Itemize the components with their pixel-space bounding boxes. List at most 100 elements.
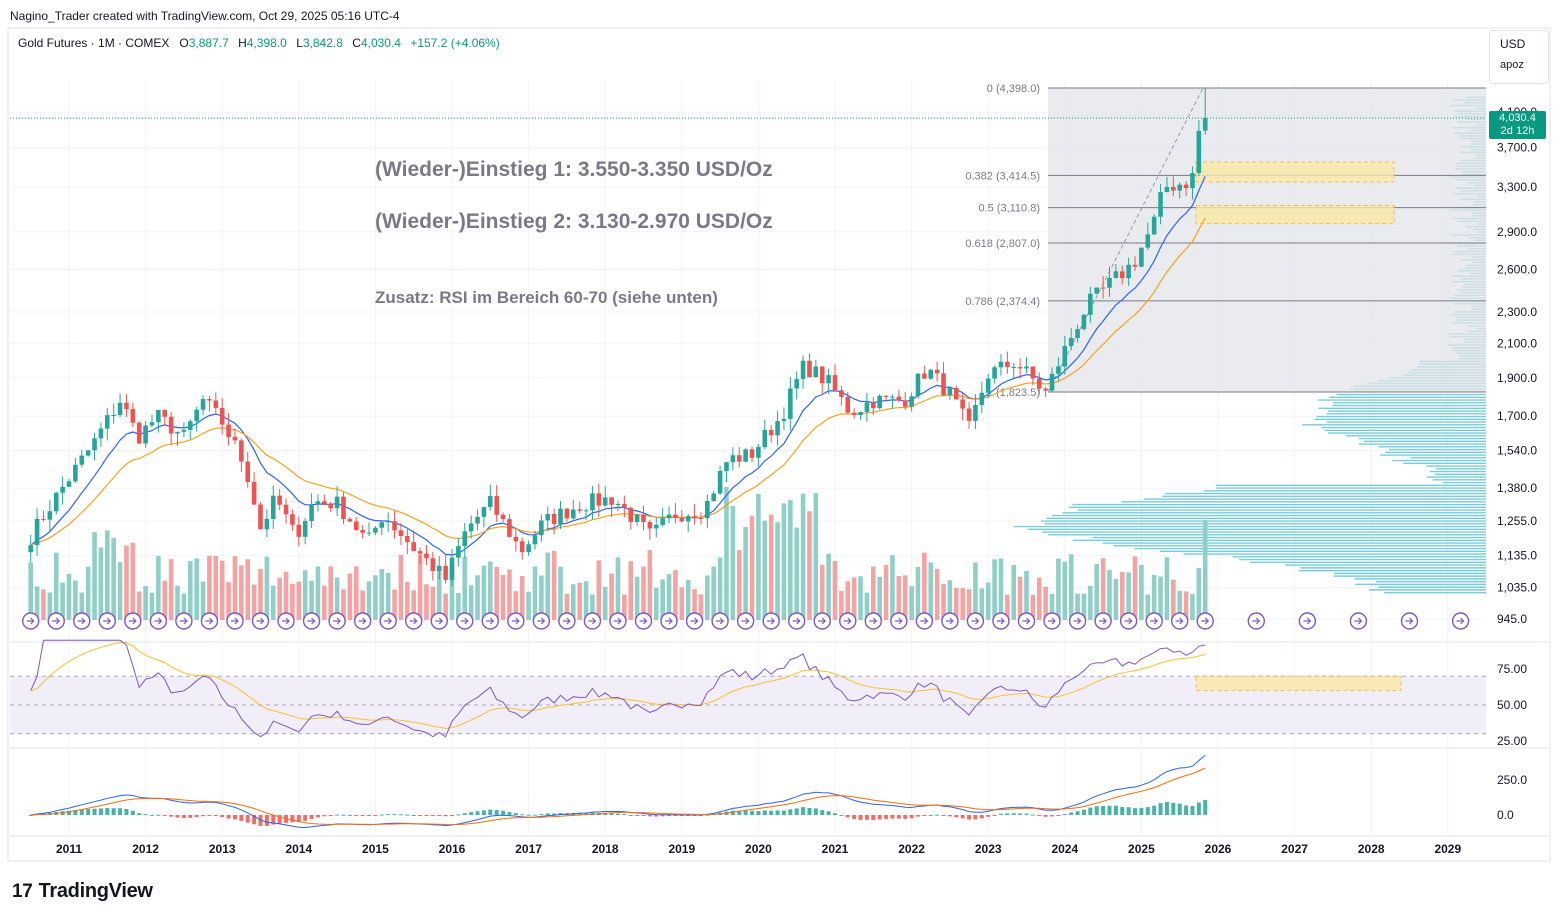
volume-bar (270, 585, 276, 620)
candle-body (347, 519, 353, 522)
candle-body (826, 375, 831, 384)
candle-body (985, 378, 991, 393)
volume-bar (826, 553, 831, 620)
candle-body (41, 518, 46, 520)
entry-zones (1195, 161, 1395, 225)
high-label: H (238, 36, 247, 50)
candle-body (602, 497, 608, 506)
macd-histogram-bar (609, 813, 614, 815)
macd-histogram-bar (252, 815, 257, 825)
volume-bar (392, 589, 397, 620)
candle-body (468, 523, 474, 532)
candle-body (258, 504, 263, 530)
time-axis-label: 2024 (1051, 842, 1078, 856)
macd-histogram-bar (1056, 815, 1061, 816)
volume-bar (1126, 572, 1131, 620)
event-marker-arrow (1175, 617, 1184, 625)
volume-bar (251, 584, 257, 620)
event-marker-arrow (818, 617, 827, 625)
event-marker-arrow (971, 617, 980, 625)
event-marker-arrow (639, 617, 648, 625)
ohlc-legend: Gold Futures · 1M · COMEX O3,887.7 H4,39… (18, 36, 500, 50)
macd-histogram-bar (1081, 809, 1086, 815)
candle-body (864, 402, 870, 412)
macd-histogram-bar (501, 810, 506, 815)
candle-body (947, 388, 953, 396)
volume-bar (570, 584, 576, 620)
candle-body (781, 418, 787, 422)
candle-body (1094, 287, 1100, 294)
macd-histogram-bar (1196, 802, 1201, 815)
tradingview-logo[interactable]: 17 TradingView (12, 880, 153, 903)
macd-histogram-bar (935, 814, 940, 816)
volume-bar (519, 575, 525, 620)
macd-histogram-bar (424, 815, 429, 816)
candle-body (1017, 367, 1023, 369)
candle-body (992, 367, 997, 379)
event-marker-arrow (562, 617, 571, 625)
macd-histogram-bar (1113, 805, 1118, 815)
candle-body (449, 557, 455, 580)
macd-pane (28, 754, 1208, 829)
macd-histogram-bar (526, 814, 531, 816)
event-marker-arrow (945, 617, 954, 625)
macd-histogram-bar (405, 814, 410, 816)
candle-body (660, 518, 665, 525)
macd-histogram-bar (1011, 813, 1016, 815)
volume-bar (1151, 574, 1157, 620)
bar-countdown: 2d 12h (1500, 125, 1535, 137)
macd-histogram-bar (915, 815, 920, 817)
candle-body (264, 518, 270, 530)
macd-histogram-bar (411, 814, 416, 816)
volume-bar (807, 511, 812, 620)
candle-body (877, 395, 882, 409)
volume-bar (264, 556, 270, 620)
rsi-ma-line (30, 641, 1206, 730)
volume-bar (200, 581, 206, 620)
candle-body (973, 404, 978, 421)
macd-histogram-bar (28, 815, 33, 816)
macd-histogram-bar (124, 808, 129, 815)
volume-bar (1190, 594, 1195, 620)
candle-body (883, 395, 889, 397)
volume-bar (871, 566, 876, 620)
volume-bar (168, 559, 174, 620)
event-marker-arrow (1099, 617, 1107, 625)
macd-histogram-bar (156, 814, 161, 816)
ema-fast-line (30, 176, 1206, 556)
volume-bar (1024, 570, 1029, 620)
candle-body (1005, 361, 1010, 368)
macd-histogram-bar (845, 815, 850, 818)
macd-histogram-bar (232, 815, 237, 820)
volume-bar (705, 575, 710, 620)
candle-body (941, 373, 946, 396)
macd-histogram-bar (92, 808, 97, 815)
symbol-title[interactable]: Gold Futures · 1M · COMEX (18, 36, 170, 50)
macd-histogram-bar (1133, 808, 1138, 815)
time-axis-label: 2026 (1205, 842, 1232, 856)
volume-bar (124, 545, 129, 620)
macd-histogram-bar (603, 812, 608, 815)
fib-level-label: 0.786 (2,374.4) (965, 296, 1040, 308)
volume-bar (436, 568, 442, 620)
currency-selector[interactable]: USD apoz (1489, 30, 1549, 84)
volume-bar (813, 493, 819, 620)
volume-bar (398, 554, 404, 620)
candle-body (1081, 314, 1087, 330)
macd-histogram-bar (698, 815, 703, 816)
volume-bar (1062, 561, 1068, 620)
candle-body (896, 396, 902, 401)
candle-body (1164, 186, 1170, 193)
event-marker-arrow (511, 617, 520, 625)
candle-body (1177, 184, 1182, 191)
volume-bar (1036, 577, 1042, 620)
volume-bar (641, 566, 646, 620)
open-label: O (179, 36, 189, 50)
candle-body (47, 511, 53, 520)
volume-bar (1043, 586, 1048, 620)
candle-body (430, 558, 436, 572)
volume-bar (609, 573, 614, 620)
candle-body (698, 518, 704, 520)
volume-bar (98, 547, 104, 620)
